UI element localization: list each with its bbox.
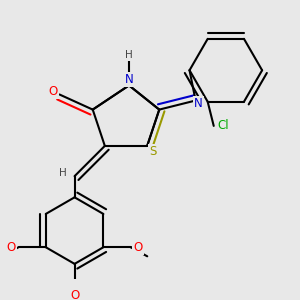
Text: O: O — [134, 241, 143, 254]
Text: H: H — [58, 168, 66, 178]
Text: N: N — [194, 97, 203, 110]
Text: O: O — [6, 241, 16, 254]
Text: S: S — [149, 146, 157, 158]
Text: Cl: Cl — [217, 119, 229, 132]
Text: H: H — [125, 50, 133, 60]
Text: N: N — [125, 73, 134, 86]
Text: O: O — [49, 85, 58, 98]
Text: O: O — [70, 289, 79, 300]
